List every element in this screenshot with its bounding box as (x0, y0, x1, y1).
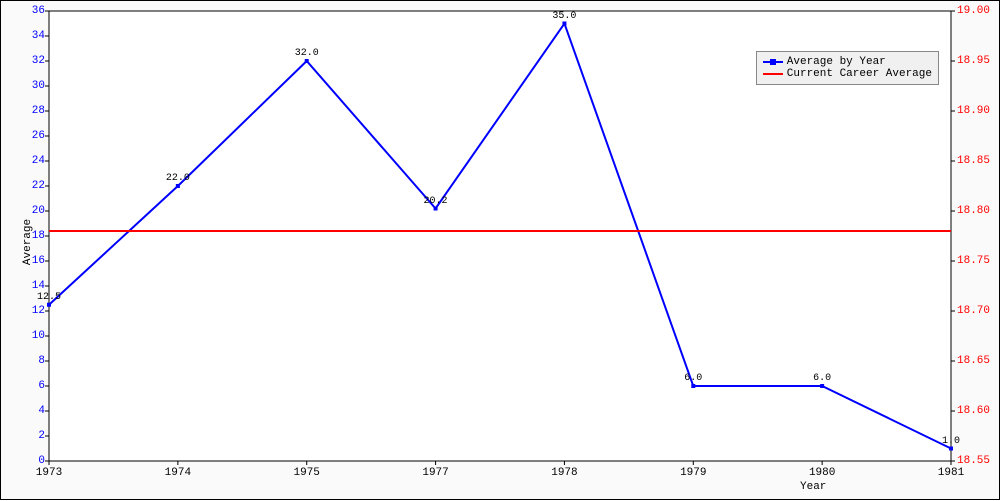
y-left-tick: 14 (15, 280, 45, 292)
y-left-tick: 8 (15, 355, 45, 367)
legend-swatch (763, 61, 783, 63)
data-point-label: 22.0 (166, 173, 190, 184)
legend-item: Current Career Average (763, 68, 932, 80)
legend-item: Average by Year (763, 56, 932, 68)
x-axis-label: Year (800, 481, 826, 493)
y-right-tick: 18.80 (957, 205, 997, 217)
y-right-tick: 18.70 (957, 305, 997, 317)
data-point-label: 32.0 (295, 48, 319, 59)
data-point-label: 12.5 (37, 292, 61, 303)
data-point-label: 35.0 (552, 10, 576, 21)
x-tick: 1975 (294, 467, 320, 479)
y-left-tick: 12 (15, 305, 45, 317)
y-right-tick: 18.90 (957, 105, 997, 117)
data-point-label: 6.0 (813, 373, 831, 384)
y-left-tick: 0 (15, 455, 45, 467)
y-left-tick: 16 (15, 255, 45, 267)
legend-label: Current Career Average (787, 68, 932, 80)
y-left-tick: 24 (15, 155, 45, 167)
y-left-tick: 22 (15, 180, 45, 192)
y-left-tick: 10 (15, 330, 45, 342)
y-right-tick: 18.65 (957, 355, 997, 367)
x-tick: 1978 (551, 467, 577, 479)
y-right-tick: 18.85 (957, 155, 997, 167)
legend-swatch (763, 73, 783, 75)
y-right-tick: 19.00 (957, 5, 997, 17)
y-left-tick: 36 (15, 5, 45, 17)
data-point-label: 6.0 (684, 373, 702, 384)
y-right-tick: 18.55 (957, 455, 997, 467)
y-left-tick: 4 (15, 405, 45, 417)
y-left-tick: 32 (15, 55, 45, 67)
legend-label: Average by Year (787, 56, 886, 68)
legend: Average by YearCurrent Career Average (756, 51, 939, 85)
y-left-tick: 28 (15, 105, 45, 117)
data-point-label: 20.2 (424, 195, 448, 206)
x-tick: 1981 (938, 467, 964, 479)
y-left-tick: 2 (15, 430, 45, 442)
chart-container: Average by YearCurrent Career Average Av… (0, 0, 1000, 500)
x-tick: 1973 (36, 467, 62, 479)
y-left-tick: 6 (15, 380, 45, 392)
x-tick: 1974 (165, 467, 191, 479)
y-left-tick: 26 (15, 130, 45, 142)
x-tick: 1977 (422, 467, 448, 479)
y-right-tick: 18.95 (957, 55, 997, 67)
x-tick: 1979 (680, 467, 706, 479)
y-left-tick: 34 (15, 30, 45, 42)
y-left-tick: 18 (15, 230, 45, 242)
y-left-tick: 30 (15, 80, 45, 92)
y-left-tick: 20 (15, 205, 45, 217)
y-right-tick: 18.60 (957, 405, 997, 417)
data-point-label: 1.0 (942, 435, 960, 446)
y-right-tick: 18.75 (957, 255, 997, 267)
x-tick: 1980 (809, 467, 835, 479)
